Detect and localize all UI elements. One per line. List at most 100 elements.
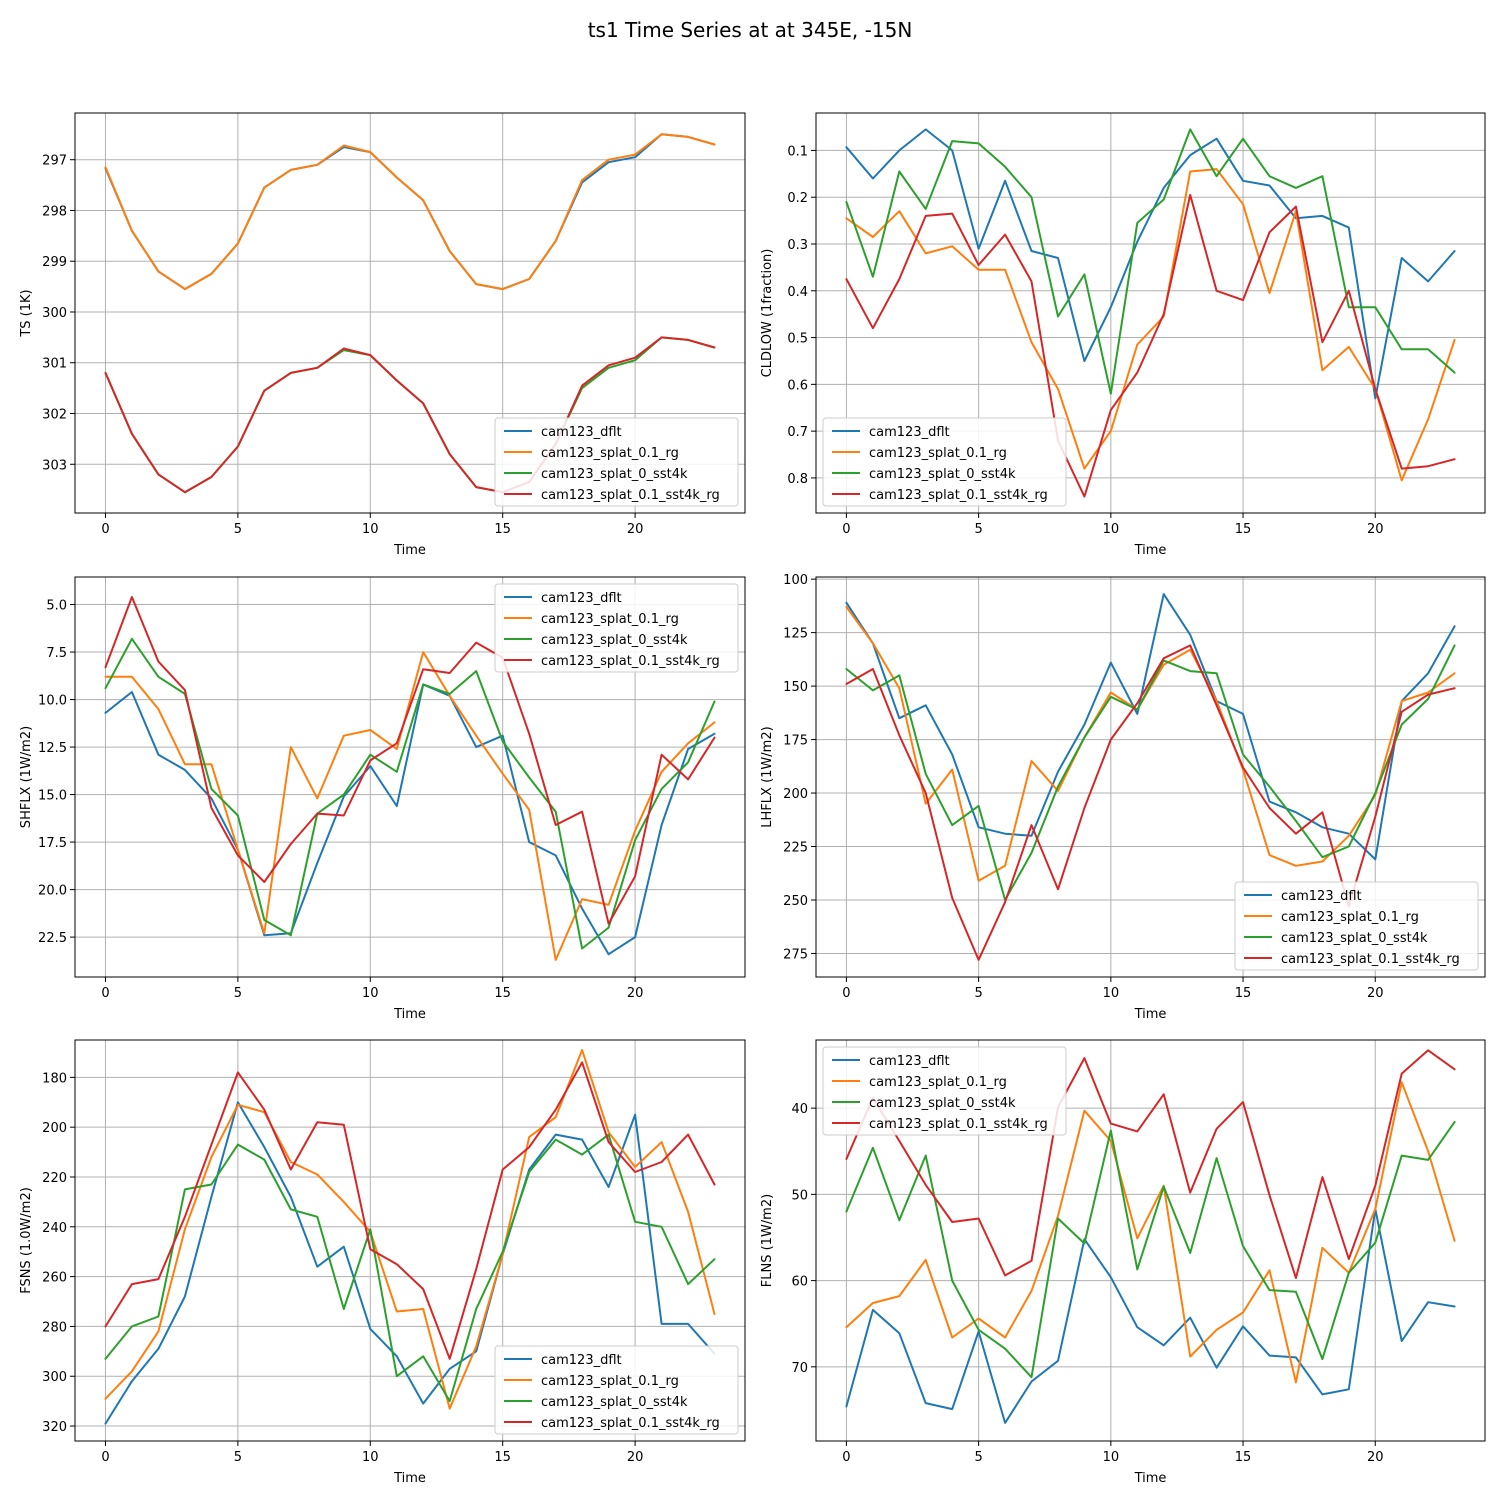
panel-6-ticks: 0 5 10 15 20 40 50 60 70 [791, 1102, 1383, 1465]
series-line-cam123-splat-0-1-rg [104, 1049, 716, 1410]
x-tick-label: 10 [362, 1450, 379, 1465]
panel-6-x-axis-label: Time [1134, 1471, 1167, 1486]
legend-label-cam123-splat-0-1-rg: cam123_splat_0.1_rg [869, 446, 1007, 461]
series-line-cam123-dflt [104, 683, 716, 956]
series-line-cam123-splat-0-1-rg [845, 605, 1456, 882]
x-tick-label: 10 [1103, 986, 1120, 1001]
x-tick-label: 10 [1103, 1450, 1120, 1465]
y-tick-label: 250 [783, 894, 808, 909]
y-tick-label: 150 [783, 680, 808, 695]
y-tick-label: 175 [783, 734, 808, 749]
x-tick-label: 5 [234, 522, 242, 537]
y-tick-label: 301 [42, 357, 67, 372]
y-tick-label: 298 [42, 204, 67, 219]
panel-5-series [104, 1049, 716, 1425]
x-tick-label: 15 [1235, 522, 1252, 537]
panel-4-y-axis-label: LHFLX (1W/m2) [760, 726, 775, 827]
x-tick-label: 20 [627, 522, 644, 537]
y-tick-label: 0.7 [787, 425, 808, 440]
legend-box [494, 1345, 739, 1435]
series-line-cam123-splat-0-sst4k [104, 637, 716, 950]
y-tick-label: 275 [783, 947, 808, 962]
panel-6-legend: cam123_dflt cam123_splat_0.1_rg cam123_spl… [822, 1046, 1067, 1136]
y-tick-label: 70 [791, 1361, 808, 1376]
x-tick-label: 5 [974, 1450, 982, 1465]
legend-label-cam123-dflt: cam123_dflt [541, 425, 622, 440]
panel-1-axes-frame [74, 112, 746, 514]
legend-box [1234, 881, 1479, 971]
y-tick-label: 320 [42, 1420, 67, 1435]
y-tick-label: 0.6 [787, 378, 808, 393]
x-tick-label: 15 [1235, 1450, 1252, 1465]
x-tick-label: 5 [974, 522, 982, 537]
panel-5-legend: cam123_dflt cam123_splat_0.1_rg cam123_spl… [494, 1345, 739, 1435]
x-tick-label: 5 [974, 986, 982, 1001]
y-tick-label: 12.5 [38, 741, 67, 756]
x-tick-label: 20 [1367, 986, 1384, 1001]
panel-1-ticks: 0 5 10 15 20 297 298 299 300 301 302 303 [42, 154, 643, 537]
legend-label-cam123-dflt: cam123_dflt [869, 1054, 950, 1069]
panel-4-lhflx-1w-m2-chart: 0 5 10 15 20 100 125 150 175 200 225 250 275 Time LHFL… [760, 573, 1486, 1022]
panel-5-fsns-1-0w-m2-chart: 0 5 10 15 20 180 200 220 240 260 280 300 320 Time FSNS… [19, 1039, 746, 1486]
y-tick-label: 200 [783, 787, 808, 802]
y-tick-label: 60 [791, 1275, 808, 1290]
x-tick-label: 15 [494, 522, 511, 537]
x-tick-label: 20 [1367, 522, 1384, 537]
panel-2-ticks: 0 5 10 15 20 0.1 0.2 0.3 0.4 0.5 0.6 0.7 0.8 [787, 144, 1383, 537]
legend-label-cam123-splat-0-1-sst4k-rg: cam123_splat_0.1_sst4k_rg [1281, 952, 1460, 967]
x-tick-label: 15 [1235, 986, 1252, 1001]
panel-5-x-axis-label: Time [393, 1471, 426, 1486]
legend-label-cam123-splat-0-1-sst4k-rg: cam123_splat_0.1_sst4k_rg [869, 488, 1048, 503]
panel-6-axes-frame [815, 1039, 1486, 1442]
y-tick-label: 0.4 [787, 285, 808, 300]
panel-3-ticks: 0 5 10 15 20 5.0 7.5 10.0 12.5 15.0 17.5 20.0 22.5 [38, 599, 643, 1001]
panel-5-axes-frame [74, 1039, 746, 1442]
legend-label-cam123-dflt: cam123_dflt [541, 591, 622, 606]
panel-1-legend: cam123_dflt cam123_splat_0.1_rg cam123_spl… [494, 417, 739, 507]
panel-1-gridlines [75, 113, 745, 513]
y-tick-label: 125 [783, 627, 808, 642]
panel-4-ticks: 0 5 10 15 20 100 125 150 175 200 225 250 275 [783, 573, 1383, 1001]
y-tick-label: 225 [783, 841, 808, 856]
series-line-cam123-dflt [845, 1208, 1456, 1424]
legend-label-cam123-splat-0-1-rg: cam123_splat_0.1_rg [541, 446, 679, 461]
x-tick-label: 20 [1367, 1450, 1384, 1465]
y-tick-label: 50 [791, 1188, 808, 1203]
series-line-cam123-splat-0-1-rg [104, 651, 716, 961]
legend-label-cam123-dflt: cam123_dflt [541, 1353, 622, 1368]
panel-5-y-axis-label: FSNS (1.0W/m2) [19, 1187, 34, 1294]
x-tick-label: 15 [494, 986, 511, 1001]
y-tick-label: 0.2 [787, 191, 808, 206]
x-tick-label: 0 [842, 986, 850, 1001]
legend-box [822, 417, 1067, 507]
figure-title: ts1 Time Series at at 345E, -15N [588, 18, 913, 42]
panel-2-cldlow-1fraction-chart: 0 5 10 15 20 0.1 0.2 0.3 0.4 0.5 0.6 0.7 0.8 Time CLDL… [760, 112, 1486, 558]
y-tick-label: 240 [42, 1221, 67, 1236]
series-line-cam123-splat-0-sst4k [845, 644, 1456, 901]
panel-2-y-axis-label: CLDLOW (1fraction) [760, 249, 775, 378]
series-line-cam123-splat-0-1-sst4k-rg [845, 193, 1456, 498]
legend-label-cam123-splat-0-1-rg: cam123_splat_0.1_rg [869, 1075, 1007, 1090]
x-tick-label: 0 [101, 1450, 109, 1465]
panel-3-y-axis-label: SHFLX (1W/m2) [19, 726, 34, 828]
panel-4-legend: cam123_dflt cam123_splat_0.1_rg cam123_spl… [1234, 881, 1479, 971]
y-tick-label: 280 [42, 1320, 67, 1335]
legend-label-cam123-splat-0-1-rg: cam123_splat_0.1_rg [541, 612, 679, 627]
x-tick-label: 0 [842, 522, 850, 537]
legend-label-cam123-splat-0-1-sst4k-rg: cam123_splat_0.1_sst4k_rg [869, 1117, 1048, 1132]
x-tick-label: 0 [101, 522, 109, 537]
legend-label-cam123-splat-0-1-sst4k-rg: cam123_splat_0.1_sst4k_rg [541, 1416, 720, 1431]
y-tick-label: 15.0 [38, 789, 67, 804]
y-tick-label: 22.5 [38, 931, 67, 946]
subplot-grid: 0 5 10 15 20 297 298 299 300 301 302 303 Time TS (1K)… [19, 112, 1486, 1486]
panel-3-series [104, 596, 716, 961]
series-line-cam123-splat-0-1-rg [104, 133, 716, 291]
panel-3-x-axis-label: Time [393, 1007, 426, 1022]
legend-box [822, 1046, 1067, 1136]
y-tick-label: 180 [42, 1071, 67, 1086]
x-tick-label: 5 [234, 986, 242, 1001]
panel-4-axes-frame [815, 576, 1486, 978]
panel-6-y-axis-label: FLNS (1W/m2) [760, 1194, 775, 1287]
panel-3-axes-frame [74, 576, 746, 978]
